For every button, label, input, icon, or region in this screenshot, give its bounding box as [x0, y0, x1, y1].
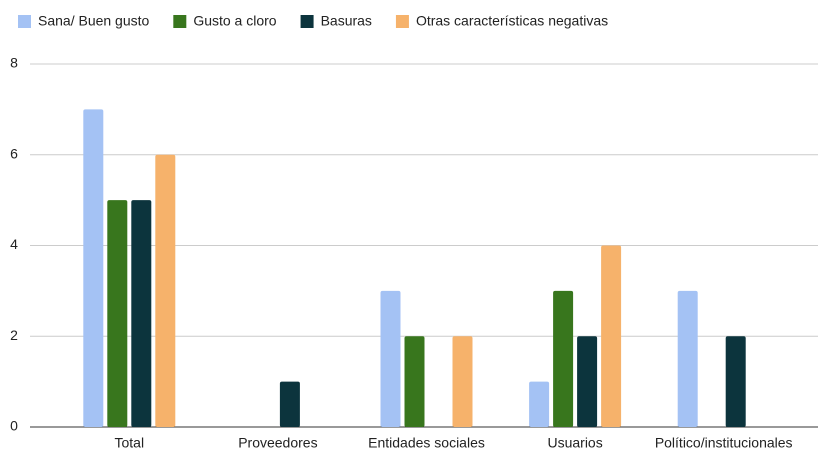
bar	[553, 290, 574, 427]
bar	[577, 336, 598, 427]
bar	[83, 109, 104, 427]
bar	[107, 200, 128, 427]
bar	[601, 245, 622, 427]
bar	[155, 154, 176, 427]
bar	[380, 290, 401, 427]
bar	[404, 336, 425, 427]
bar	[131, 200, 152, 427]
bar	[725, 336, 746, 427]
x-tick-label: Usuarios	[547, 435, 602, 451]
legend-label: Sana/ Buen gusto	[38, 13, 150, 29]
bar	[452, 336, 473, 427]
y-tick-label: 4	[10, 236, 18, 252]
legend-label: Otras características negativas	[416, 13, 608, 29]
x-tick-label: Total	[115, 435, 145, 451]
y-tick-label: 0	[10, 418, 18, 434]
legend-label: Gusto a cloro	[193, 13, 276, 29]
y-tick-label: 8	[10, 55, 18, 71]
legend-swatch	[300, 15, 314, 28]
legend-swatch	[173, 15, 187, 28]
bar	[279, 381, 300, 427]
bar	[529, 381, 550, 427]
x-tick-label: Proveedores	[238, 435, 317, 451]
x-tick-label: Entidades sociales	[368, 435, 485, 451]
legend-swatch	[395, 15, 409, 28]
legend-swatch	[18, 15, 31, 28]
y-tick-label: 2	[10, 327, 18, 343]
x-tick-label: Político/institucionales	[655, 435, 793, 451]
bar	[677, 290, 698, 427]
y-tick-label: 6	[10, 145, 18, 161]
legend-label: Basuras	[321, 13, 372, 29]
